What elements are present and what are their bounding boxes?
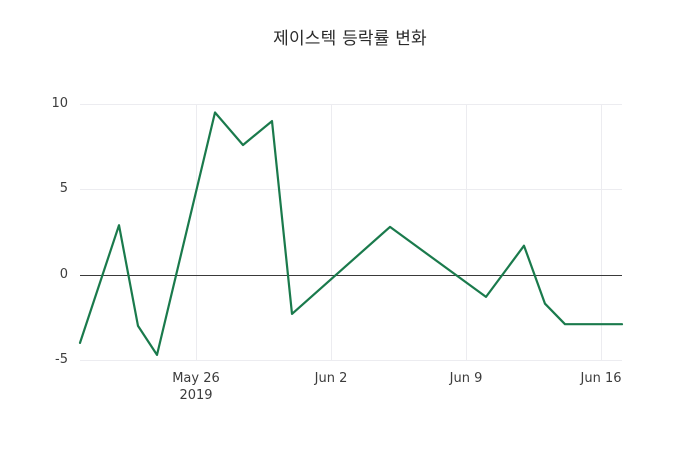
series-line-group xyxy=(78,111,624,356)
x-tick-label: Jun 2 xyxy=(315,370,348,387)
gridline-x-jun-16 xyxy=(601,104,602,360)
plot-area xyxy=(78,104,624,361)
gridline-x-jun-2 xyxy=(331,104,332,360)
chart-title: 제이스텍 등락률 변화 xyxy=(273,29,427,49)
gridline-y-10 xyxy=(80,104,622,105)
y-tick-label: 0 xyxy=(59,266,68,282)
x-tick-label: May 26 2019 xyxy=(172,370,220,404)
y-tick-label: 10 xyxy=(51,96,68,111)
x-tick-label-main: Jun 2 xyxy=(314,371,348,386)
x-tick-label-main: May 26 xyxy=(172,371,220,386)
zero-baseline xyxy=(80,274,622,276)
x-tick-label-main: Jun 9 xyxy=(449,371,483,386)
gridline-x-may-26 xyxy=(196,104,197,360)
x-tick-label: Jun 16 xyxy=(581,370,622,387)
x-tick-label-year: 2019 xyxy=(179,388,213,403)
y-tick-label: 5 xyxy=(59,181,68,197)
gridline-x-jun-9 xyxy=(466,104,467,360)
y-tick-label: -5 xyxy=(55,352,68,367)
gridline-y-5 xyxy=(80,189,622,191)
series-line-등락률 xyxy=(78,111,624,356)
x-tick-label: Jun 9 xyxy=(450,370,483,387)
gridline-y--5 xyxy=(80,360,622,361)
x-tick-label-main: Jun 16 xyxy=(580,371,622,386)
